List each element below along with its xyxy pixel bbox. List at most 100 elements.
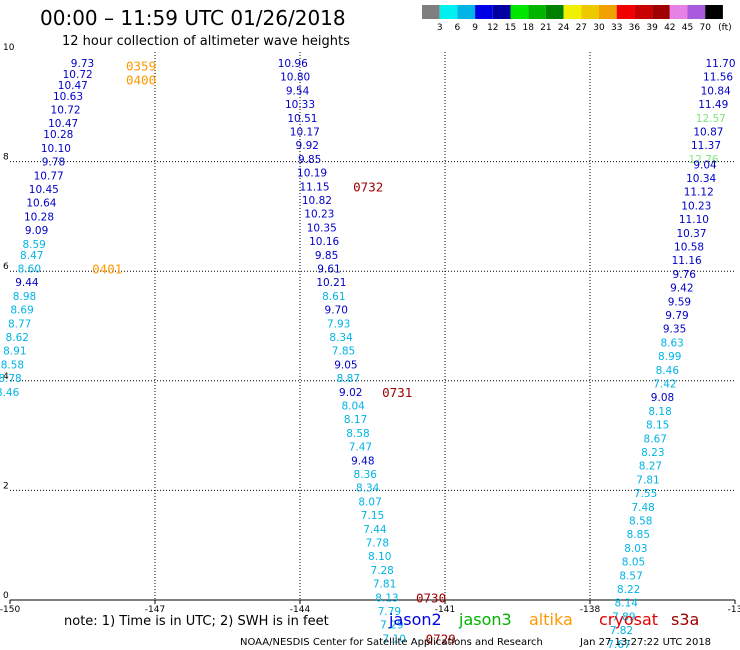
swh-point: 7.85 <box>332 346 355 358</box>
swh-point: 8.46 <box>0 387 20 399</box>
swh-point: 9.04 <box>693 159 717 171</box>
swh-point: 12.57 <box>696 113 726 125</box>
colorbar-label: 12 <box>487 23 498 33</box>
swh-point: 8.91 <box>3 346 26 358</box>
colorbar-swatch <box>687 5 706 19</box>
colorbar-label: 70 <box>699 23 711 33</box>
y-tick-label: 0 <box>3 591 9 601</box>
swh-point: 8.58 <box>346 428 369 440</box>
colorbar-label: 15 <box>505 23 516 33</box>
time-label: 0731 <box>382 385 412 400</box>
colorbar-swatch <box>652 5 670 19</box>
swh-point: 10.19 <box>297 168 327 180</box>
swh-point: 7.48 <box>631 502 654 514</box>
swh-point: 10.82 <box>302 195 332 207</box>
swh-point: 11.70 <box>705 58 735 70</box>
swh-point: 10.64 <box>26 198 56 210</box>
swh-point: 9.48 <box>351 455 374 467</box>
swh-point: 11.49 <box>698 99 728 111</box>
swh-point: 8.34 <box>356 483 380 495</box>
footer-note: note: 1) Time is in UTC; 2) SWH is in fe… <box>64 614 329 629</box>
swh-point: 8.87 <box>337 373 360 385</box>
footer-credit: NOAA/NESDIS Center for Satellite Applica… <box>240 637 543 648</box>
swh-point: 10.10 <box>41 143 71 155</box>
swh-point: 8.61 <box>322 291 345 303</box>
swh-point: 9.09 <box>25 225 48 237</box>
colorbar-label: 24 <box>558 23 570 33</box>
swh-point: 12.76 <box>689 154 719 166</box>
colorbar-label: 33 <box>611 23 622 33</box>
satellite-legend-cryosat: cryosat <box>599 610 658 629</box>
swh-point: 8.22 <box>617 584 640 596</box>
swh-point: 10.21 <box>316 277 346 289</box>
time-label: 0729 <box>426 631 456 646</box>
time-label: 0400 <box>126 72 156 87</box>
colorbar-swatch <box>457 5 476 19</box>
swh-point: 7.81 <box>636 474 659 486</box>
swh-point: 8.36 <box>354 469 378 481</box>
swh-point: 10.51 <box>287 113 317 125</box>
colorbar-swatch <box>634 5 653 19</box>
swh-point: 7.10 <box>383 633 406 645</box>
swh-point: 9.85 <box>298 154 321 166</box>
swh-point: 11.12 <box>684 187 714 199</box>
swh-point: 8.10 <box>368 551 391 563</box>
x-tick-label: -141 <box>435 605 455 615</box>
swh-point: 11.15 <box>299 181 329 193</box>
y-tick-label: 8 <box>3 153 9 163</box>
swh-point: 8.62 <box>6 332 29 344</box>
swh-point: 9.02 <box>339 387 362 399</box>
swh-point: 8.85 <box>627 529 650 541</box>
swh-point: 8.27 <box>639 461 662 473</box>
swh-point: 11.56 <box>703 72 733 84</box>
swh-point: 10.45 <box>29 184 59 196</box>
swh-point: 8.07 <box>358 496 381 508</box>
swh-point: 8.58 <box>629 516 652 528</box>
swh-point: 7.79 <box>378 606 401 618</box>
swh-point: 7.42 <box>653 379 676 391</box>
swh-point: 7.93 <box>327 318 350 330</box>
swh-point: 9.42 <box>670 283 693 295</box>
swh-point: 8.78 <box>0 373 22 385</box>
chart-title: 00:00 – 11:59 UTC 01/26/2018 <box>40 6 346 30</box>
swh-point: 8.23 <box>641 447 664 459</box>
colorbar-swatch <box>528 5 546 19</box>
swh-point: 8.58 <box>1 359 24 371</box>
swh-point: 11.16 <box>672 255 702 267</box>
swh-point: 10.96 <box>278 58 308 70</box>
swh-point: 10.77 <box>34 170 64 182</box>
swh-point: 9.73 <box>71 58 94 70</box>
swh-point: 9.05 <box>334 359 357 371</box>
colorbar-swatch <box>563 5 582 19</box>
swh-point: 10.80 <box>280 72 310 84</box>
swh-point: 7.81 <box>373 579 396 591</box>
swh-point: 9.61 <box>317 263 340 275</box>
colorbar-swatch <box>475 5 493 19</box>
swh-point: 10.33 <box>285 99 315 111</box>
colorbar-label: 42 <box>664 23 675 33</box>
swh-point: 9.85 <box>315 250 338 262</box>
time-label: 0732 <box>353 179 383 194</box>
colorbar-label: 9 <box>472 23 478 33</box>
swh-point: 8.57 <box>619 570 642 582</box>
swh-point: 8.67 <box>644 433 667 445</box>
swh-point: 8.47 <box>20 250 43 262</box>
colorbar-label: 30 <box>593 23 605 33</box>
swh-point: 7.82 <box>610 625 633 637</box>
x-tick-label: -144 <box>290 605 311 615</box>
swh-point: 7.55 <box>634 488 657 500</box>
swh-point: 7.29 <box>380 620 403 632</box>
colorbar-label: 6 <box>455 23 461 33</box>
swh-point: 9.54 <box>286 85 310 97</box>
swh-point: 10.34 <box>686 173 716 185</box>
swh-point: 10.87 <box>693 126 723 138</box>
satellite-legend-jason2: jason2 <box>388 610 442 629</box>
swh-point: 7.78 <box>366 537 389 549</box>
swh-point: 7.28 <box>370 565 393 577</box>
swh-point: 8.04 <box>341 400 365 412</box>
x-tick-label: -147 <box>145 605 165 615</box>
colorbar-label: 21 <box>540 23 551 33</box>
colorbar-label: 27 <box>576 23 587 33</box>
x-tick-label: -138 <box>580 605 601 615</box>
colorbar-swatch <box>705 5 723 19</box>
